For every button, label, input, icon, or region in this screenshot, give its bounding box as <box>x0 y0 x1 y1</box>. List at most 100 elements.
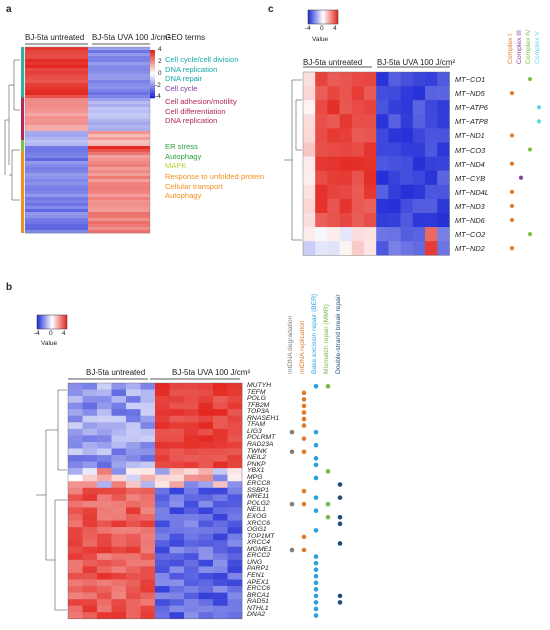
heatmap-cell <box>184 383 199 390</box>
heatmap-cell <box>68 409 83 417</box>
colorbar-step <box>150 54 155 57</box>
heatmap-cell <box>388 241 401 256</box>
heatmap-cell <box>140 474 156 482</box>
heatmap-cell <box>184 415 199 423</box>
heatmap-cell <box>126 507 141 515</box>
heatmap-cell <box>198 559 214 567</box>
heatmap-cell <box>111 383 127 390</box>
heatmap-cell <box>82 494 98 502</box>
heatmap-row-left <box>25 158 88 162</box>
heatmap-cell <box>400 198 414 214</box>
heatmap-row-left <box>25 95 88 99</box>
heatmap-row-right <box>88 53 150 57</box>
gene-label: YBX1 <box>247 467 265 475</box>
heatmap-cell <box>184 455 199 462</box>
heatmap-cell <box>184 481 199 489</box>
heatmap-cell <box>155 409 170 417</box>
heatmap-cell <box>68 540 83 548</box>
heatmap-cell <box>97 461 112 469</box>
heatmap-cell <box>111 546 127 554</box>
heatmap-row-left <box>25 167 88 171</box>
heatmap-cell <box>82 396 98 403</box>
heatmap-cell <box>97 383 112 390</box>
heatmap-row-right <box>88 173 150 177</box>
heatmap-cell <box>82 520 98 528</box>
heatmap-cell <box>315 170 328 186</box>
heatmap-cell <box>364 184 377 200</box>
heatmap-cell <box>169 507 185 515</box>
heatmap-cell <box>155 592 170 600</box>
heatmap-cell <box>82 546 98 554</box>
heatmap-row-right <box>88 152 150 156</box>
heatmap-cell <box>155 396 170 403</box>
heatmap-cell <box>388 142 401 157</box>
heatmap-cell <box>126 559 141 567</box>
category-dot <box>313 593 319 599</box>
heatmap-row-right <box>88 143 150 147</box>
heatmap-cell <box>213 559 228 567</box>
heatmap-cell <box>68 579 83 587</box>
heatmap-row-right <box>88 56 150 60</box>
heatmap-cell <box>82 566 98 574</box>
heatmap-cell <box>213 500 228 508</box>
heatmap-cell <box>169 468 185 475</box>
heatmap-cell <box>155 605 170 613</box>
heatmap-row-right <box>88 71 150 75</box>
heatmap-cell <box>437 114 450 129</box>
category-dot <box>313 456 319 461</box>
heatmap-cell <box>339 128 353 143</box>
heatmap-cell <box>82 481 98 489</box>
heatmap-cell <box>82 514 98 521</box>
gene-label: MT−ATP8 <box>455 117 488 127</box>
heatmap-cell <box>388 72 401 87</box>
heatmap-cell <box>351 241 365 256</box>
heatmap-cell <box>412 72 426 87</box>
gene-label: MT−ATP6 <box>455 103 488 113</box>
gene-label: ERCC2 <box>247 552 271 560</box>
colorbar-step <box>150 66 155 69</box>
heatmap-row-right <box>88 125 150 129</box>
colorbar-step <box>150 80 155 83</box>
heatmap-cell <box>198 455 214 462</box>
gene-label: BRCA1 <box>247 591 270 599</box>
panel-a-group-untreated: BJ-5ta untreated <box>25 33 85 42</box>
heatmap-cell <box>126 481 141 489</box>
heatmap-cell <box>198 441 214 449</box>
panel-b-cb-tick-4: 4 <box>62 330 66 337</box>
heatmap-cell <box>68 527 83 534</box>
heatmap-row-right <box>88 98 150 102</box>
panel-c-cb-title: Value <box>312 36 329 43</box>
colorbar-step <box>150 82 155 85</box>
heatmap-row-right <box>88 176 150 180</box>
heatmap-row-right <box>88 227 150 231</box>
heatmap-cell <box>184 605 199 613</box>
heatmap-cell <box>169 422 185 430</box>
heatmap-cell <box>97 441 112 449</box>
heatmap-cell <box>213 415 228 423</box>
panel-c-group-untreated: BJ-5ta untreated <box>303 58 363 67</box>
heatmap-cell <box>425 142 438 157</box>
heatmap-cell <box>82 540 98 548</box>
heatmap-cell <box>213 599 228 606</box>
heatmap-row-right <box>88 191 150 195</box>
gene-label: MGME1 <box>247 545 272 553</box>
heatmap-cell <box>184 409 199 417</box>
heatmap-cell <box>82 415 98 423</box>
heatmap-cell <box>400 114 414 129</box>
heatmap-cell <box>140 396 156 403</box>
heatmap-cell <box>327 198 340 214</box>
heatmap-row-left <box>25 50 88 54</box>
panel-c-colorbar <box>307 9 339 25</box>
heatmap-cell <box>376 142 389 157</box>
heatmap-cell <box>213 520 228 528</box>
heatmap-cell <box>388 114 401 129</box>
heatmap-cell <box>376 198 389 214</box>
heatmap-row-left <box>25 53 88 57</box>
heatmap-cell <box>68 559 83 567</box>
heatmap-cell <box>198 435 214 443</box>
heatmap-cell <box>412 198 426 214</box>
heatmap-cell <box>412 100 426 115</box>
heatmap-cell <box>82 559 98 567</box>
heatmap-cell <box>227 422 243 430</box>
category-dot <box>301 416 307 422</box>
